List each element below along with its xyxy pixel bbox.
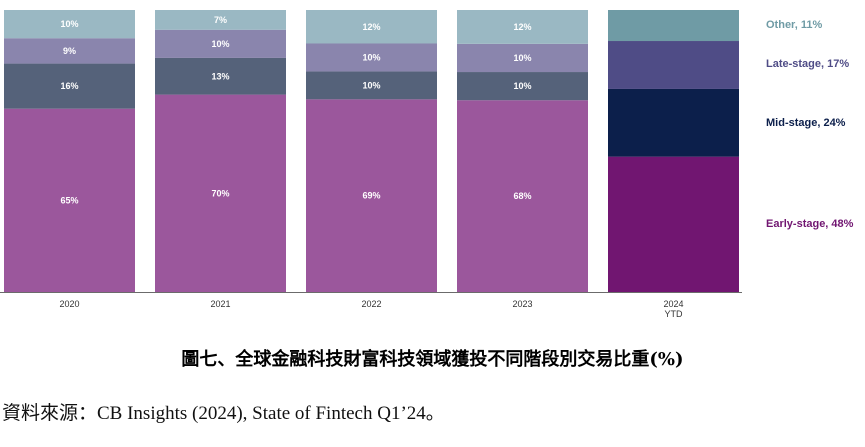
bar-segment-early-stage-1 (155, 94, 286, 292)
data-label: 13% (211, 71, 229, 81)
figure-caption: 圖七、全球金融科技財富科技領域獲投不同階段別交易比重(%) (181, 349, 684, 370)
legend-item: Early-stage, 48% (766, 218, 854, 230)
bar-segment-mid-stage-0 (4, 63, 135, 109)
bar-segment-other-3 (457, 10, 588, 44)
bar-segment-early-stage-4 (608, 156, 739, 292)
x-tick-label: 2021 (210, 299, 230, 309)
bar-segment-other-0 (4, 10, 135, 39)
stacked-bar-chart: 65% 16% 9% 10% 70% 13% 10% 7% 69% 10% 10% 12% 68% 10%… (0, 10, 742, 319)
x-tick-label: 2023 (512, 299, 532, 309)
data-label: 10% (60, 19, 78, 29)
legend-item: Late-stage, 17% (766, 58, 850, 70)
x-tick-label: 2022 (361, 299, 381, 309)
data-label: 12% (513, 22, 531, 32)
x-tick-label: 2024 (663, 299, 683, 309)
data-label: 10% (211, 39, 229, 49)
bar-segment-mid-stage-2 (306, 71, 437, 100)
data-label: 10% (513, 53, 531, 63)
bar-segment-late-stage-4 (608, 41, 739, 89)
bar-segment-mid-stage-1 (155, 57, 286, 95)
data-label: 16% (60, 81, 78, 91)
figure-source: 資料來源：CB Insights (2024), State of Fintec… (2, 403, 445, 424)
bar-segment-early-stage-0 (4, 108, 135, 292)
legend-item: Mid-stage, 24% (766, 117, 846, 129)
data-label: 10% (362, 80, 380, 90)
bar-segment-late-stage-2 (306, 43, 437, 72)
data-label: 68% (513, 191, 531, 201)
x-tick-label: YTD (665, 309, 684, 319)
bar-segment-other-4 (608, 10, 739, 42)
bar-segment-mid-stage-4 (608, 88, 739, 157)
data-label: 70% (211, 188, 229, 198)
legend-item: Other, 11% (766, 19, 823, 31)
x-tick-label: 2020 (59, 299, 79, 309)
data-label: 69% (362, 191, 380, 201)
data-label: 12% (362, 22, 380, 32)
data-label: 10% (362, 52, 380, 62)
data-label: 65% (60, 195, 78, 205)
bar-segment-other-2 (306, 10, 437, 44)
bar-segment-mid-stage-3 (457, 72, 588, 101)
bar-segment-early-stage-3 (457, 100, 588, 293)
bar-segment-other-1 (155, 10, 286, 30)
bar-segment-late-stage-0 (4, 38, 135, 64)
data-label: 10% (513, 81, 531, 91)
bar-segment-late-stage-3 (457, 43, 588, 73)
bar-segment-early-stage-2 (306, 99, 437, 293)
data-label: 9% (63, 46, 76, 56)
data-label: 7% (214, 15, 227, 25)
bar-segment-late-stage-1 (155, 29, 286, 58)
